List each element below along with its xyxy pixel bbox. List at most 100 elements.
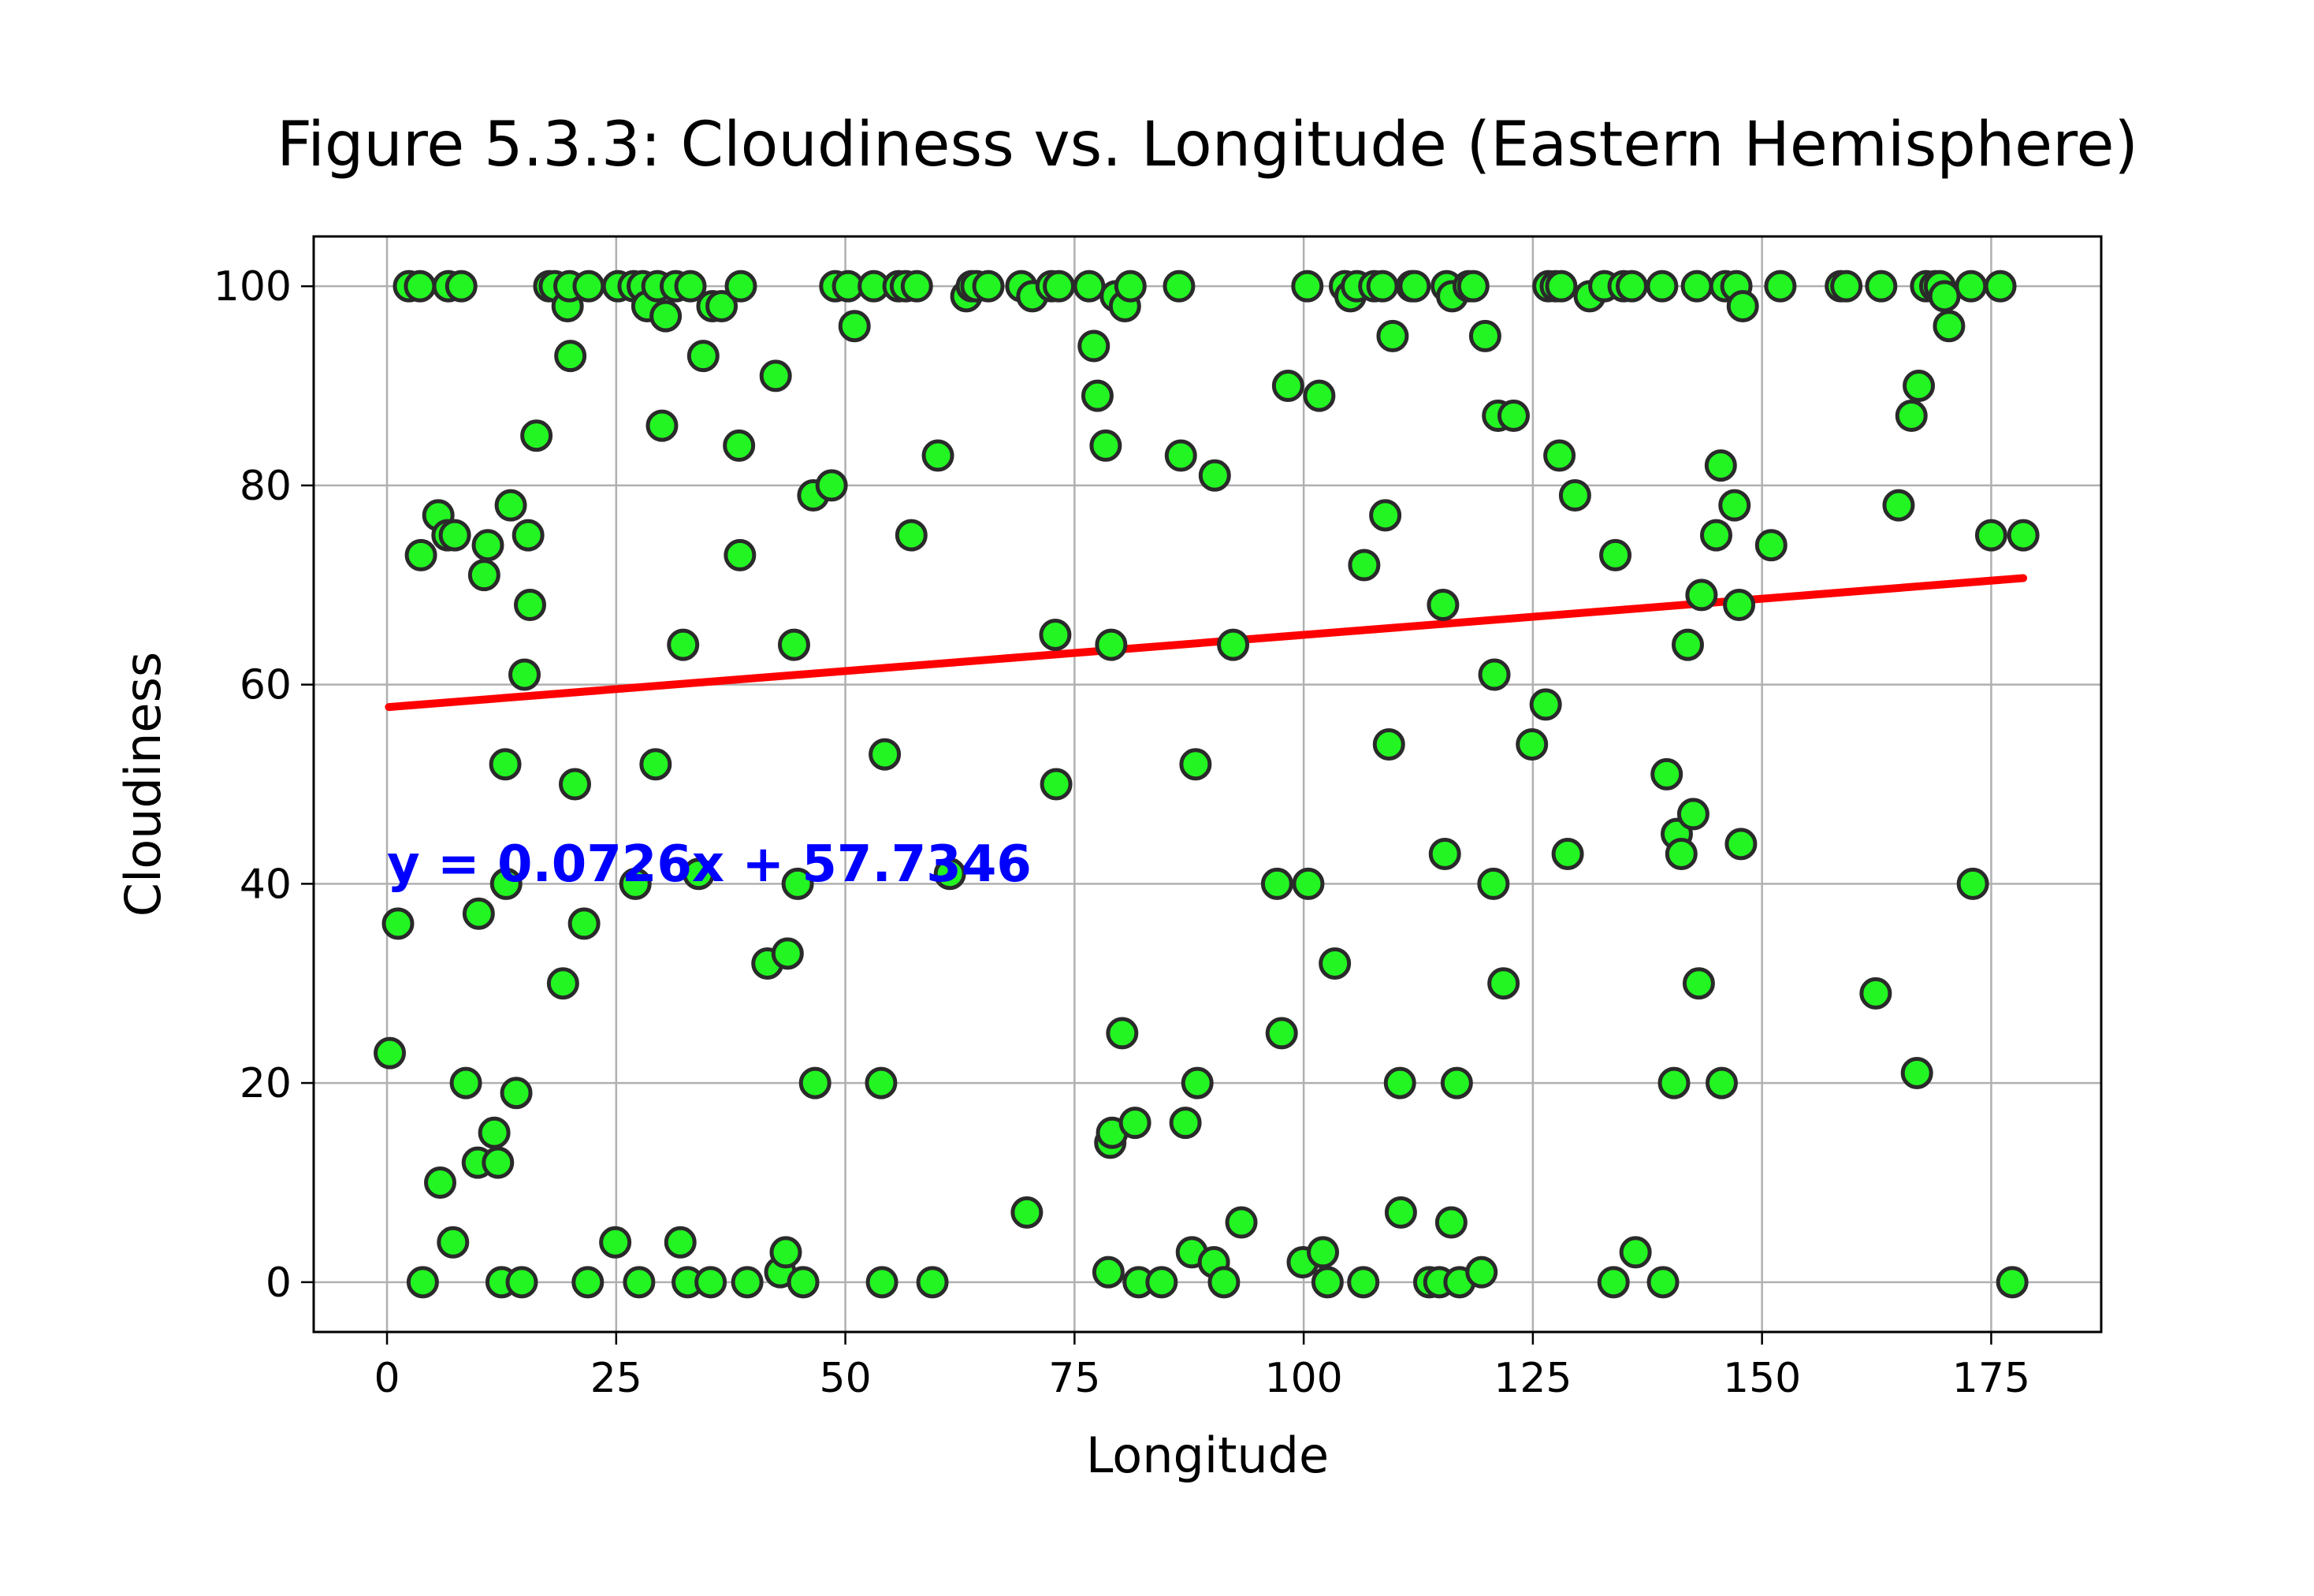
data-point bbox=[1384, 1196, 1417, 1229]
data-point bbox=[1073, 270, 1106, 303]
data-point bbox=[1676, 798, 1709, 831]
data-point bbox=[1043, 270, 1076, 303]
x-tick-label: 100 bbox=[1264, 1355, 1342, 1402]
data-point bbox=[500, 1077, 533, 1110]
data-point bbox=[1039, 618, 1072, 651]
data-point bbox=[1718, 489, 1751, 522]
data-point bbox=[2007, 519, 2040, 552]
data-point bbox=[724, 538, 757, 571]
data-point bbox=[1671, 628, 1704, 661]
data-point bbox=[520, 419, 553, 452]
data-point bbox=[1040, 768, 1073, 801]
x-tick-label: 150 bbox=[1723, 1355, 1801, 1402]
data-point bbox=[478, 1116, 511, 1149]
data-point bbox=[787, 1266, 820, 1299]
y-tick-label: 20 bbox=[240, 1060, 292, 1107]
data-point bbox=[865, 1066, 898, 1099]
data-point bbox=[599, 1226, 632, 1259]
data-point bbox=[489, 748, 522, 781]
data-point bbox=[1468, 319, 1501, 352]
data-point bbox=[1558, 479, 1591, 512]
data-point bbox=[1434, 1206, 1468, 1239]
data-point bbox=[1543, 439, 1576, 472]
data-point bbox=[424, 1166, 457, 1199]
regression-line-layer bbox=[385, 574, 2028, 712]
data-point bbox=[1307, 1236, 1340, 1269]
data-point bbox=[900, 270, 933, 303]
data-point bbox=[1477, 867, 1510, 900]
data-point bbox=[1383, 1066, 1416, 1099]
data-point bbox=[1260, 867, 1293, 900]
data-point bbox=[1764, 270, 1797, 303]
data-point bbox=[1398, 270, 1431, 303]
data-point bbox=[1616, 270, 1649, 303]
data-point bbox=[1723, 589, 1756, 622]
data-point bbox=[895, 519, 928, 552]
axis-ticks: 0 25 50 75 100 125 150 175 0 20 40 60 80 100 bbox=[214, 263, 2030, 1402]
data-point bbox=[1010, 1196, 1044, 1229]
data-point bbox=[1984, 270, 2017, 303]
data-point bbox=[1106, 1017, 1139, 1050]
data-point bbox=[1865, 270, 1898, 303]
data-point bbox=[777, 628, 810, 661]
data-point bbox=[1895, 399, 1928, 432]
data-point bbox=[1347, 1266, 1380, 1299]
data-point bbox=[1754, 529, 1788, 562]
data-point bbox=[664, 1226, 697, 1259]
data-point bbox=[869, 738, 902, 771]
data-point bbox=[731, 1266, 764, 1299]
x-tick-label: 75 bbox=[1048, 1355, 1100, 1402]
data-point bbox=[489, 867, 523, 900]
data-point bbox=[1366, 270, 1399, 303]
data-point bbox=[508, 658, 541, 691]
data-point bbox=[1465, 1256, 1498, 1289]
data-point bbox=[1198, 459, 1231, 492]
data-point bbox=[558, 768, 591, 801]
data-point bbox=[1089, 429, 1122, 462]
x-tick-label: 25 bbox=[590, 1355, 642, 1402]
x-tick-label: 50 bbox=[819, 1355, 871, 1402]
data-point bbox=[482, 1146, 515, 1179]
data-point bbox=[1724, 828, 1758, 861]
chart-title: Figure 5.3.3: Cloudiness vs. Longitude (… bbox=[277, 110, 2138, 180]
data-point bbox=[1217, 628, 1250, 661]
data-point bbox=[554, 340, 587, 373]
data-point bbox=[1700, 519, 1733, 552]
data-point bbox=[838, 310, 871, 343]
regression-line bbox=[385, 574, 2028, 712]
y-tick-label: 80 bbox=[240, 463, 292, 510]
data-point bbox=[1955, 270, 1988, 303]
data-point bbox=[674, 270, 707, 303]
data-point bbox=[374, 1036, 407, 1070]
data-point bbox=[1599, 538, 1632, 571]
data-point bbox=[1145, 1266, 1178, 1299]
data-point bbox=[1928, 280, 1961, 313]
data-point bbox=[1882, 489, 1915, 522]
data-point bbox=[1704, 449, 1737, 482]
data-point bbox=[1903, 370, 1936, 403]
data-point bbox=[546, 967, 579, 1000]
data-point bbox=[815, 469, 848, 502]
data-point bbox=[1974, 519, 2007, 552]
data-point bbox=[1081, 379, 1114, 412]
data-point bbox=[404, 538, 437, 571]
data-point bbox=[972, 270, 1005, 303]
data-point bbox=[1487, 967, 1520, 1000]
data-point bbox=[771, 937, 804, 970]
data-point bbox=[1665, 837, 1698, 870]
data-point bbox=[1682, 967, 1715, 1000]
data-point bbox=[1529, 688, 1562, 721]
data-point bbox=[1207, 1266, 1241, 1299]
data-point bbox=[1319, 947, 1352, 980]
data-point bbox=[1181, 1066, 1214, 1099]
y-tick-label: 40 bbox=[240, 861, 292, 908]
data-point bbox=[467, 559, 500, 592]
data-point bbox=[406, 1266, 439, 1299]
plot-frame bbox=[312, 235, 2103, 1334]
data-point bbox=[571, 1266, 605, 1299]
data-point bbox=[639, 748, 672, 781]
data-point bbox=[921, 439, 954, 472]
data-point bbox=[865, 1266, 898, 1299]
data-point bbox=[513, 589, 546, 622]
data-point bbox=[1427, 589, 1460, 622]
